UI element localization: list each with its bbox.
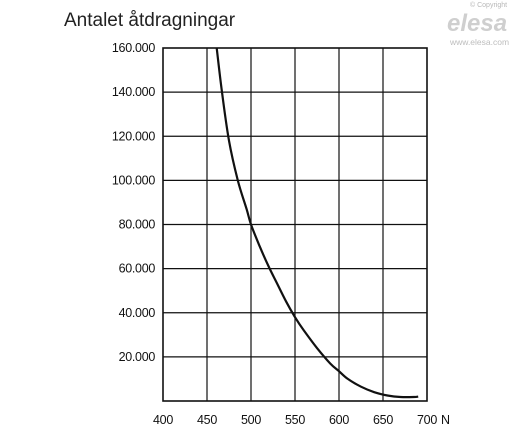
x-tick-label: 700 bbox=[417, 413, 437, 427]
series-line bbox=[215, 47, 419, 399]
x-tick-labels: 400 450 500 550 600 650 700 N bbox=[153, 413, 450, 427]
x-tick-label: 650 bbox=[373, 413, 393, 427]
y-tick-label: 100.000 bbox=[112, 173, 155, 187]
y-tick-label: 120.000 bbox=[112, 129, 155, 143]
x-tick-label: 400 bbox=[153, 413, 173, 427]
x-tick-label: 550 bbox=[285, 413, 305, 427]
plot-frame bbox=[162, 47, 428, 402]
y-tick-label: 80.000 bbox=[119, 218, 156, 232]
y-tick-labels: 20.000 40.000 60.000 80.000 100.000 120.000 14… bbox=[112, 41, 156, 364]
watermark: © Copyright elesa www.elesa.com bbox=[447, 1, 509, 47]
chart-title: Antalet åtdragningar bbox=[64, 10, 236, 31]
y-tick-label: 60.000 bbox=[119, 262, 156, 276]
watermark-copyright: © Copyright bbox=[470, 1, 507, 9]
y-tick-label: 160.000 bbox=[112, 41, 155, 55]
watermark-logo: elesa bbox=[447, 10, 507, 37]
y-tick-label: 20.000 bbox=[119, 350, 156, 364]
y-tick-label: 40.000 bbox=[119, 306, 156, 320]
x-tick-label: 500 bbox=[241, 413, 261, 427]
y-tick-label: 140.000 bbox=[112, 85, 155, 99]
watermark-url: www.elesa.com bbox=[449, 37, 509, 47]
grid-lines bbox=[163, 48, 427, 401]
x-tick-label: 600 bbox=[329, 413, 349, 427]
x-tick-label: 450 bbox=[197, 413, 217, 427]
x-unit-label: N bbox=[441, 413, 450, 427]
